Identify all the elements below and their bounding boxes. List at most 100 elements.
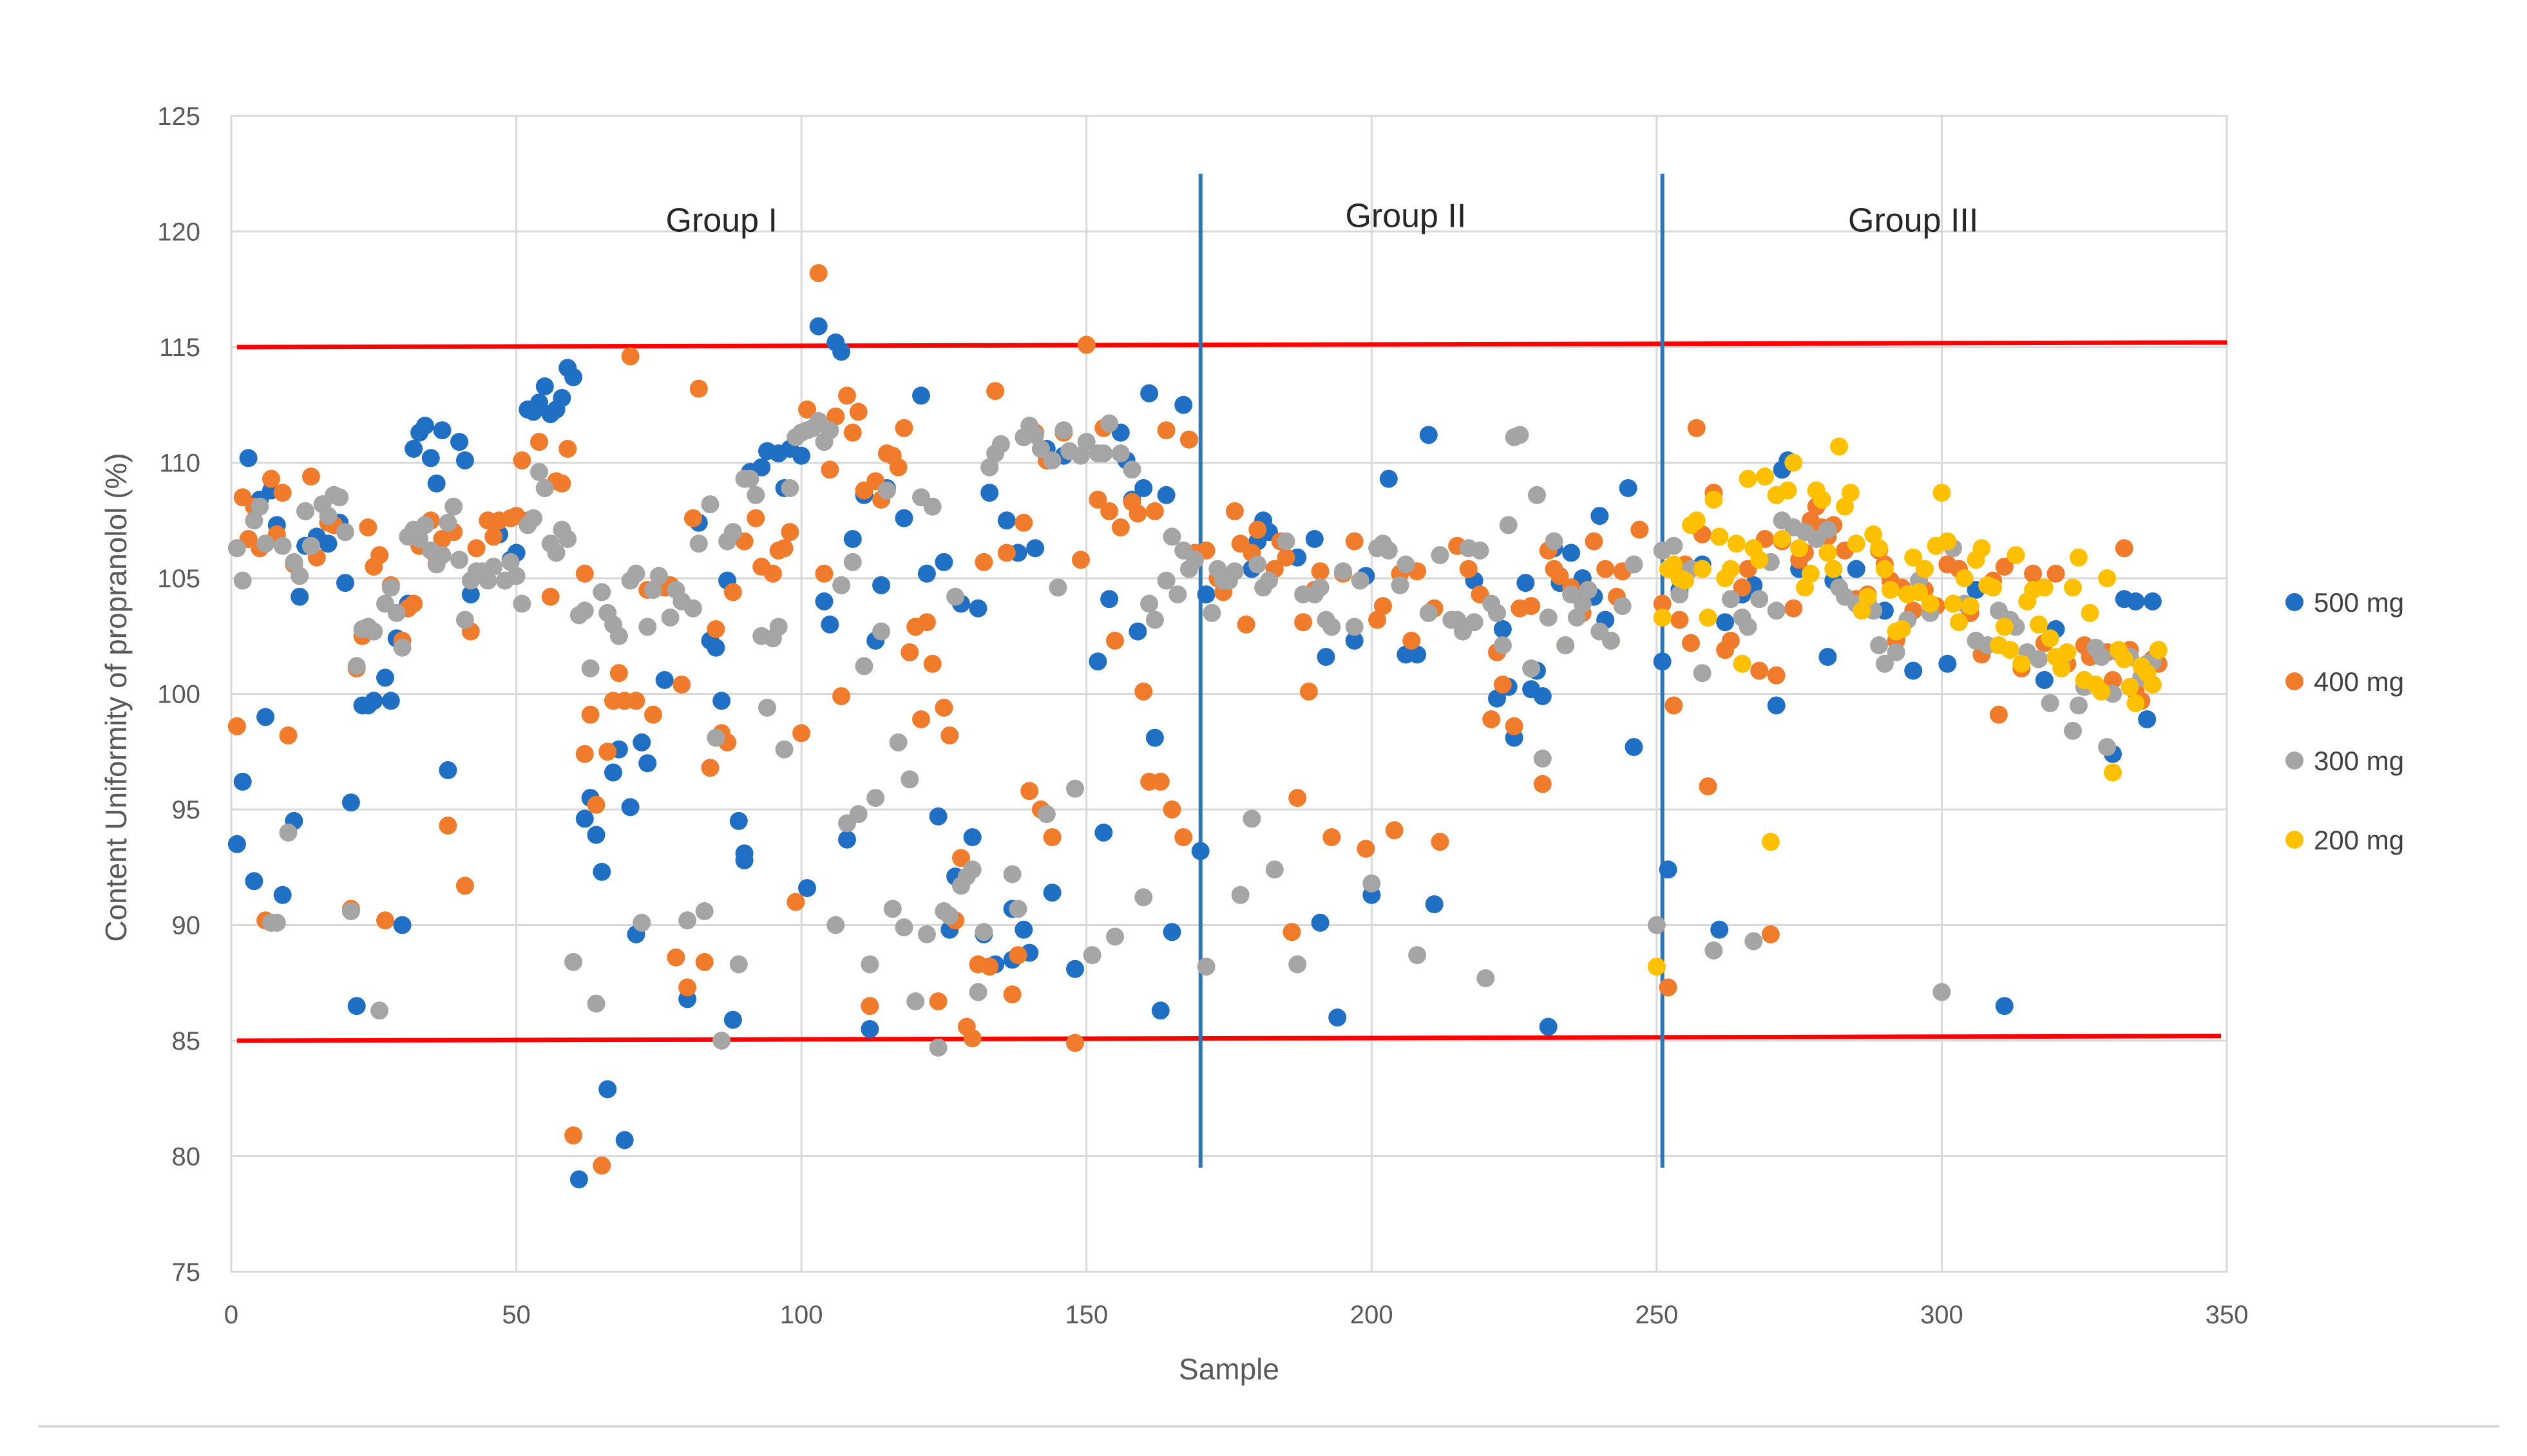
data-point xyxy=(872,622,891,641)
data-point xyxy=(935,699,953,717)
data-point xyxy=(1385,821,1404,840)
data-point xyxy=(638,618,657,636)
data-point xyxy=(678,978,697,997)
data-point xyxy=(815,592,834,610)
data-point xyxy=(564,368,583,386)
data-point xyxy=(233,772,252,791)
data-point xyxy=(1043,884,1062,902)
data-point xyxy=(1505,717,1523,735)
data-point xyxy=(655,671,674,689)
data-point xyxy=(251,497,269,516)
data-point xyxy=(1893,620,1911,638)
data-point xyxy=(1379,469,1398,488)
data-point xyxy=(1653,609,1672,627)
data-point xyxy=(1431,546,1449,565)
data-point xyxy=(1818,648,1837,667)
group-label: Group I xyxy=(666,202,777,240)
data-point xyxy=(1659,860,1677,879)
data-point xyxy=(1180,430,1198,449)
data-point xyxy=(558,530,577,548)
data-point xyxy=(826,916,845,934)
data-point xyxy=(1710,920,1729,939)
y-tick-label: 90 xyxy=(172,912,201,940)
data-point xyxy=(1984,578,2003,597)
data-point xyxy=(1003,985,1022,1004)
data-point xyxy=(1693,560,1712,578)
x-tick-label: 50 xyxy=(502,1301,531,1329)
data-point xyxy=(1790,539,1809,558)
data-point xyxy=(678,911,697,930)
data-point xyxy=(1185,551,1204,569)
data-point xyxy=(1134,888,1153,907)
data-point xyxy=(1585,532,1603,551)
data-point xyxy=(1157,421,1176,440)
data-point xyxy=(1739,618,1757,636)
data-point xyxy=(1853,601,1871,620)
data-point xyxy=(405,440,423,458)
x-tick-label: 300 xyxy=(1920,1301,1963,1329)
data-point xyxy=(1989,705,2008,724)
data-point xyxy=(2064,578,2082,597)
group-labels: Group I Group II Group III xyxy=(666,197,1979,239)
data-point xyxy=(1459,560,1478,578)
data-point xyxy=(593,1156,611,1175)
data-point xyxy=(1493,620,1512,638)
data-point xyxy=(1145,610,1164,629)
data-point xyxy=(917,925,936,943)
data-point xyxy=(2149,641,2168,659)
data-point xyxy=(1750,661,1769,680)
data-point xyxy=(1836,497,1854,516)
data-point xyxy=(1664,696,1683,715)
legend-label: 200 mg xyxy=(2314,825,2404,855)
data-point xyxy=(1761,833,1780,851)
data-point xyxy=(587,826,606,844)
data-point xyxy=(935,553,953,571)
data-point xyxy=(2098,738,2117,757)
data-point xyxy=(821,460,839,479)
data-point xyxy=(883,900,902,918)
data-point xyxy=(1026,539,1045,558)
data-point xyxy=(707,728,725,747)
data-point xyxy=(587,994,606,1013)
data-point xyxy=(2041,694,2059,712)
data-point xyxy=(1590,507,1609,525)
data-point xyxy=(975,553,993,571)
data-point xyxy=(952,849,970,867)
data-point xyxy=(969,983,987,1001)
data-point xyxy=(1864,525,1883,544)
x-tick-label: 250 xyxy=(1635,1301,1678,1329)
data-point xyxy=(535,377,554,395)
data-point xyxy=(1094,444,1113,463)
y-axis-tick-labels: 75 80 85 90 95 100 105 110 115 120 125 xyxy=(157,102,200,1287)
data-point xyxy=(1932,983,1951,1001)
data-point xyxy=(627,692,645,710)
data-point xyxy=(1545,532,1563,551)
data-point xyxy=(1066,960,1084,978)
data-point xyxy=(1847,560,1865,578)
data-point xyxy=(861,1020,879,1038)
data-point xyxy=(1522,597,1541,616)
data-point xyxy=(1739,469,1757,488)
data-point xyxy=(627,564,645,583)
data-point xyxy=(347,657,366,676)
data-point xyxy=(1870,636,1889,655)
data-point xyxy=(1100,502,1119,520)
data-point xyxy=(763,564,782,583)
data-point xyxy=(553,474,571,493)
group-label: Group III xyxy=(1848,202,1978,240)
data-point xyxy=(672,676,691,694)
data-point xyxy=(513,594,531,613)
data-point xyxy=(809,264,828,283)
data-point xyxy=(1818,520,1837,539)
data-point xyxy=(1516,574,1535,592)
data-point xyxy=(1174,395,1193,414)
data-point xyxy=(1630,520,1649,539)
data-point xyxy=(1015,920,1033,939)
data-point xyxy=(684,599,702,618)
x-tick-label: 100 xyxy=(780,1301,823,1329)
data-point xyxy=(1653,594,1672,613)
data-point xyxy=(929,1038,948,1057)
data-point xyxy=(575,744,594,763)
data-point xyxy=(701,759,720,777)
legend-label: 300 mg xyxy=(2314,746,2404,776)
